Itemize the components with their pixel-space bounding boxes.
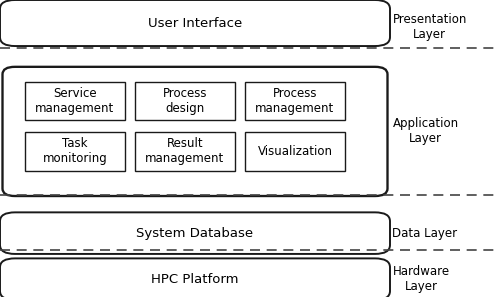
Text: Task
monitoring: Task monitoring: [42, 138, 108, 165]
FancyBboxPatch shape: [25, 132, 125, 171]
FancyBboxPatch shape: [135, 82, 235, 120]
Text: Application
Layer: Application Layer: [392, 117, 458, 145]
Text: User Interface: User Interface: [148, 17, 242, 29]
Text: Visualization: Visualization: [258, 145, 332, 158]
Text: Service
management: Service management: [36, 87, 115, 115]
FancyBboxPatch shape: [25, 82, 125, 120]
FancyBboxPatch shape: [245, 82, 345, 120]
Text: Process
management: Process management: [256, 87, 334, 115]
Text: Presentation
Layer: Presentation Layer: [392, 13, 467, 41]
Text: HPC Platform: HPC Platform: [151, 273, 239, 286]
Text: System Database: System Database: [136, 227, 254, 240]
Text: Result
management: Result management: [146, 138, 224, 165]
Text: Hardware
Layer: Hardware Layer: [392, 265, 450, 293]
FancyBboxPatch shape: [0, 212, 390, 254]
Text: Process
design: Process design: [163, 87, 208, 115]
FancyBboxPatch shape: [0, 258, 390, 297]
FancyBboxPatch shape: [2, 67, 388, 196]
FancyBboxPatch shape: [245, 132, 345, 171]
Text: Data Layer: Data Layer: [392, 227, 458, 240]
FancyBboxPatch shape: [0, 0, 390, 46]
FancyBboxPatch shape: [135, 132, 235, 171]
